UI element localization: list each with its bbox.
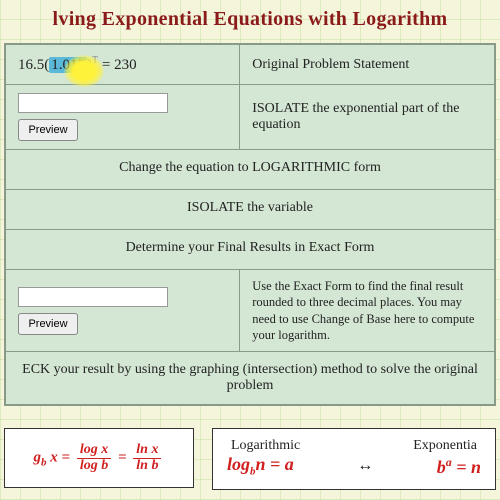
cob-num1: log x: [77, 443, 111, 459]
cob-num2: ln x: [133, 443, 161, 459]
page-title: lving Exponential Equations with Logarit…: [0, 0, 500, 43]
preview-button-1[interactable]: Preview: [18, 119, 78, 141]
isolate-input-cell: Preview: [6, 85, 240, 149]
decimal-input[interactable]: [18, 287, 168, 307]
original-equation-cell: 16.5(1.015)T = 230: [6, 45, 240, 84]
row-exact-form: Determine your Final Results in Exact Fo…: [6, 230, 494, 270]
log-exp-equation: logbn = a ↔ ba = n: [225, 454, 483, 478]
decimal-desc: Use the Exact Form to find the final res…: [240, 270, 494, 351]
row-isolate-exp: Preview ISOLATE the exponential part of …: [6, 85, 494, 150]
exp-pow: a: [446, 455, 452, 469]
cob-sub: b: [41, 456, 47, 468]
check-text: ECK your result by using the graphing (i…: [6, 352, 494, 404]
exp-base: b: [437, 457, 446, 477]
isolate-input[interactable]: [18, 93, 168, 113]
log-form-text: Change the equation to LOGARITHMIC form: [6, 150, 494, 189]
steps-panel: 16.5(1.015)T = 230 Original Problem Stat…: [4, 43, 496, 406]
row-log-form: Change the equation to LOGARITHMIC form: [6, 150, 494, 190]
exact-form-text: Determine your Final Results in Exact Fo…: [6, 230, 494, 269]
cob-den1: log b: [77, 459, 111, 474]
log-exp-box: Logarithmic Exponentia logbn = a ↔ ba = …: [212, 428, 496, 490]
cob-formula: gb x = log xlog b = ln xln b: [34, 443, 165, 473]
original-equation: 16.5(1.015)T = 230: [18, 55, 227, 74]
log-res: a: [285, 454, 294, 474]
formula-row: gb x = log xlog b = ln xln b Logarithmic…: [0, 428, 500, 490]
row-original: 16.5(1.015)T = 230 Original Problem Stat…: [6, 45, 494, 85]
log-side: logbn = a: [227, 454, 294, 478]
eq-highlight: 1.015: [49, 57, 87, 73]
preview-button-2[interactable]: Preview: [18, 313, 78, 335]
exp-side: ba = n: [437, 455, 481, 478]
isolate-desc: ISOLATE the exponential part of the equa…: [240, 85, 494, 149]
eq-tail: = 230: [98, 57, 136, 73]
exp-res: n: [471, 457, 481, 477]
label-logarithmic: Logarithmic: [231, 438, 300, 454]
log-exp-labels: Logarithmic Exponentia: [225, 438, 483, 454]
row-check: ECK your result by using the graphing (i…: [6, 352, 494, 404]
log-arg: n: [256, 454, 266, 474]
cob-var: x: [50, 449, 58, 465]
biconditional-icon: ↔: [357, 457, 373, 475]
row-isolate-var: ISOLATE the variable: [6, 190, 494, 230]
isolate-var-text: ISOLATE the variable: [6, 190, 494, 229]
decimal-input-cell: Preview: [6, 270, 240, 351]
row-decimal: Preview Use the Exact Form to find the f…: [6, 270, 494, 352]
label-exponential: Exponentia: [413, 438, 477, 454]
change-of-base-box: gb x = log xlog b = ln xln b: [4, 428, 194, 488]
cob-den2: ln b: [133, 459, 161, 474]
eq-prefix: 16.5(: [18, 57, 49, 73]
original-desc: Original Problem Statement: [240, 45, 494, 84]
